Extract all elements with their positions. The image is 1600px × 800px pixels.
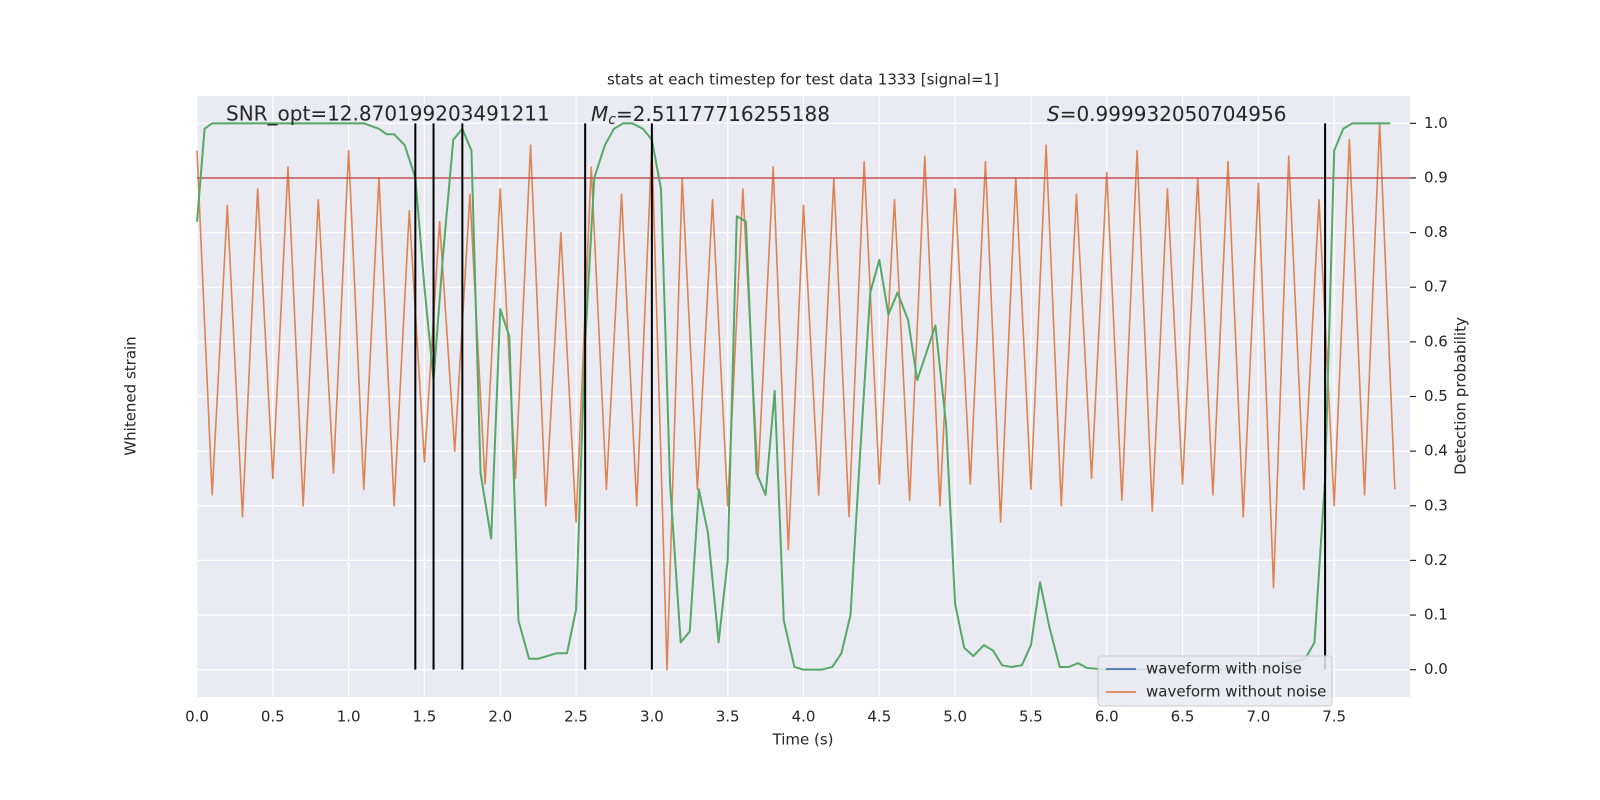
chart-title: stats at each timestep for test data 133… [607,71,999,89]
y2-tick-label: 0.0 [1424,660,1448,678]
y2-tick-label: 0.6 [1424,332,1448,350]
annotation-value: =0.999932050704956 [1060,102,1287,126]
y2-tick-label: 0.1 [1424,606,1448,624]
y2-tick-label: 0.4 [1424,442,1448,460]
legend-label: waveform without noise [1146,683,1326,701]
strain-line [196,122,1396,671]
x-tick-label: 3.5 [716,708,740,726]
x-tick-label: 7.5 [1322,708,1346,726]
legend-label: waveform with noise [1146,660,1302,678]
annotation-sub: c [608,112,616,128]
x-tick-label: 7.0 [1246,708,1270,726]
x-tick-label: 5.5 [1019,708,1043,726]
annotation-symbol: M [591,102,608,126]
x-tick-label: 0.0 [185,708,209,726]
y2-tick-label: 1.0 [1424,114,1448,132]
x-tick-label: 5.0 [943,708,967,726]
x-tick-label: 2.0 [488,708,512,726]
y2-tick-label: 0.2 [1424,551,1448,569]
x-tick-label: 1.5 [413,708,437,726]
annotation: SNR_opt=12.870199203491211 [226,102,550,126]
y2-tick-label: 0.8 [1424,223,1448,241]
x-tick-label: 6.5 [1171,708,1195,726]
x-tick-label: 4.0 [792,708,816,726]
y2-tick-label: 0.3 [1424,496,1448,514]
probability-line [196,122,1391,671]
y2-tick-label: 0.5 [1424,387,1448,405]
y2-axis-label: Detection probability [1452,317,1470,475]
annotation: Mc=2.51177716255188 [591,102,830,129]
annotation-symbol: S [1047,102,1060,126]
x-tick-label: 6.0 [1095,708,1119,726]
x-axis-label: Time (s) [772,731,834,749]
annotation-value: =2.51177716255188 [616,102,830,126]
x-tick-label: 1.0 [337,708,361,726]
legend [1097,655,1333,707]
x-tick-label: 2.5 [564,708,588,726]
x-tick-label: 3.0 [640,708,664,726]
x-tick-label: 0.5 [261,708,285,726]
y2-tick-label: 0.9 [1424,168,1448,186]
y2-tick-label: 0.7 [1424,278,1448,296]
y-axis-label: Whitened strain [122,336,140,455]
annotation: S=0.999932050704956 [1047,102,1286,126]
x-tick-label: 4.5 [867,708,891,726]
